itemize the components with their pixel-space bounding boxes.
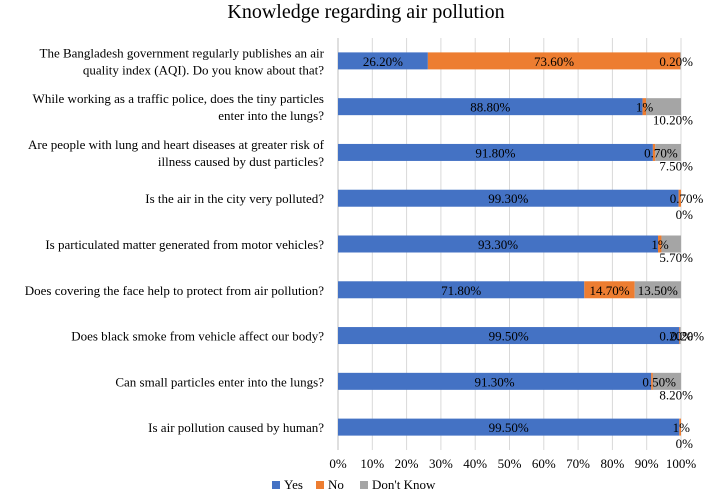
bar-segment-don-t-know xyxy=(646,98,681,116)
x-tick-label: 20% xyxy=(395,456,419,471)
legend-label: No xyxy=(328,477,344,492)
data-label: 7.50% xyxy=(659,158,693,173)
data-label: 10.20% xyxy=(653,113,693,128)
question-label: Does black smoke from vehicle affect our… xyxy=(71,329,324,344)
bar-segment-yes xyxy=(338,143,653,161)
bar-segment-don-t-know xyxy=(661,235,681,253)
data-label: 71.80% xyxy=(441,283,481,298)
data-label: 0.20% xyxy=(670,329,704,344)
data-label: 99.50% xyxy=(489,420,529,435)
data-label: 73.60% xyxy=(534,54,574,69)
x-tick-label: 100% xyxy=(666,456,697,471)
data-label: 1% xyxy=(673,420,691,435)
bar-segment-yes xyxy=(338,98,643,116)
data-label: 0% xyxy=(676,436,694,451)
bar-segment-don-t-know xyxy=(655,143,681,161)
data-label: 8.20% xyxy=(659,387,693,402)
x-tick-label: 0% xyxy=(329,456,347,471)
bar-segment-yes xyxy=(338,235,659,253)
bar-segment-no xyxy=(658,235,662,253)
legend-swatch xyxy=(316,481,324,489)
x-tick-label: 40% xyxy=(463,456,487,471)
data-label: 0.70% xyxy=(644,145,678,160)
data-label: 99.50% xyxy=(489,329,529,344)
bar-segment-no xyxy=(584,281,635,299)
data-label: 13.50% xyxy=(638,283,678,298)
legend-swatch xyxy=(360,481,368,489)
question-label: Is air pollution caused by human? xyxy=(148,420,324,435)
bar-segment-yes xyxy=(338,327,680,345)
data-label: 14.70% xyxy=(589,283,629,298)
bar-segment-yes xyxy=(338,281,585,299)
data-label: 1% xyxy=(636,100,654,115)
data-label: 0% xyxy=(676,207,694,222)
x-tick-label: 60% xyxy=(532,456,556,471)
bar-segment-no xyxy=(679,327,680,345)
legend: Yes No Don't Know xyxy=(272,477,436,492)
bar-segment-yes xyxy=(338,418,680,436)
data-label: 0.20% xyxy=(659,329,693,344)
data-label: 1% xyxy=(651,237,669,252)
question-label: While working as a traffic police, does … xyxy=(33,91,324,106)
data-label: 93.30% xyxy=(478,237,518,252)
question-label: The Bangladesh government regularly publ… xyxy=(40,45,325,60)
data-labels: 26.20% 73.60% 0.20%88.80% 1%10.20%91.80% 0.7… xyxy=(363,54,704,451)
data-label: 88.80% xyxy=(470,100,510,115)
question-labels: The Bangladesh government regularly publ… xyxy=(25,45,325,435)
bar-segment-no xyxy=(642,98,647,116)
bars xyxy=(338,52,681,436)
legend-label: Yes xyxy=(284,477,303,492)
x-tick-label: 30% xyxy=(429,456,453,471)
bar-segment-don-t-know xyxy=(652,372,681,390)
data-label: 0.50% xyxy=(642,374,676,389)
bar-segment-no xyxy=(651,372,653,390)
bar-segment-no xyxy=(652,143,656,161)
legend-swatch xyxy=(272,481,280,489)
question-label: Is particulated matter generated from mo… xyxy=(45,237,324,252)
data-label: 0.70% xyxy=(670,191,704,206)
question-label: enter into the lungs? xyxy=(218,108,324,123)
bar-segment-yes xyxy=(338,189,679,207)
question-label: Are people with lung and heart diseases … xyxy=(28,137,325,152)
legend-label: Don't Know xyxy=(372,477,436,492)
data-label: 5.70% xyxy=(659,250,693,265)
x-tick-label: 10% xyxy=(360,456,384,471)
chart-title: Knowledge regarding air pollution xyxy=(227,1,504,23)
bar-segment-no xyxy=(679,418,681,436)
question-label: Can small particles enter into the lungs… xyxy=(115,374,324,389)
bar-segment-don-t-know xyxy=(634,281,681,299)
data-label: 99.30% xyxy=(488,191,528,206)
question-label: illness caused by dust particles? xyxy=(158,154,324,169)
question-label: Does covering the face help to protect f… xyxy=(25,283,324,298)
x-tick-label: 90% xyxy=(635,456,659,471)
question-label: Is the air in the city very polluted? xyxy=(145,191,324,206)
data-label: 0.20% xyxy=(659,54,693,69)
bar-segment-no xyxy=(427,52,681,70)
data-label: 91.80% xyxy=(475,145,515,160)
x-tick-label: 80% xyxy=(600,456,624,471)
x-tick-label: 50% xyxy=(498,456,522,471)
question-label: quality index (AQI). Do you know about t… xyxy=(83,62,324,77)
x-axis-ticks: 0% 10% 20% 30% 40% 50% 60% 70% 80% 90% 100% xyxy=(329,456,696,471)
x-tick-label: 70% xyxy=(566,456,590,471)
bar-segment-yes xyxy=(338,372,652,390)
data-label: 91.30% xyxy=(475,374,515,389)
bar-segment-no xyxy=(678,189,681,207)
bar-segment-don-t-know xyxy=(680,52,681,70)
bar-segment-yes xyxy=(338,52,428,70)
data-label: 26.20% xyxy=(363,54,403,69)
bar-segment-don-t-know xyxy=(679,327,681,345)
